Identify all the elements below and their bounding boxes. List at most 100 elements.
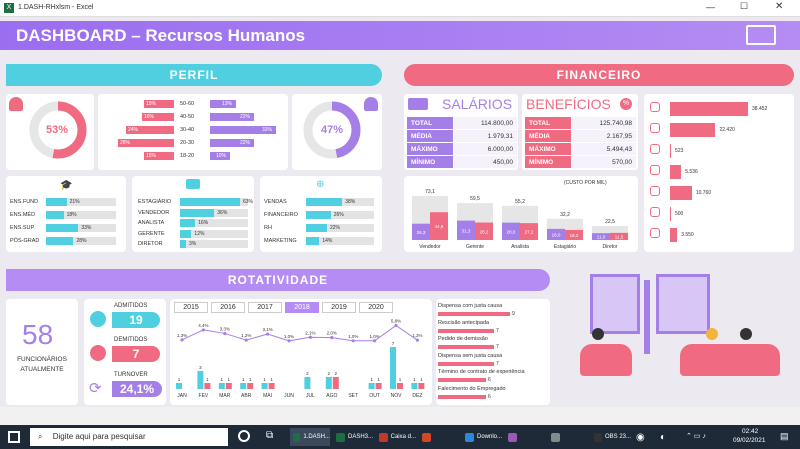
taskbar-search[interactable]: ⌕ Digite aqui para pesquisar — [30, 428, 228, 446]
banner: DASHBOARD – Recursos Humanos — [0, 21, 800, 50]
turnover-line — [181, 324, 418, 342]
task-view-icon[interactable]: ⧉ — [266, 430, 274, 441]
finance-value: 6.000,00 — [453, 143, 517, 155]
app-icon — [465, 432, 474, 442]
role-bar — [180, 208, 215, 217]
age-value-male: 13% — [222, 101, 233, 107]
reason-label: Término de contrato de experiência — [438, 369, 525, 375]
reason-label: Rescisão antecipada — [438, 319, 490, 326]
fuel-icon — [650, 228, 660, 238]
excel-icon: X — [4, 3, 14, 13]
benefit-bar — [670, 186, 692, 200]
turnover-label: 3,3% — [220, 326, 230, 331]
admitidos-bar — [218, 383, 225, 389]
demitidos-bar — [225, 383, 232, 389]
window-label: Downlo... — [476, 434, 502, 440]
year-tab-2017[interactable]: 2017 — [248, 302, 282, 313]
education-bar — [46, 237, 74, 245]
obs-window[interactable]: OBS 23... — [591, 428, 631, 446]
excel-dash-window[interactable]: 1.DASH... — [290, 428, 330, 446]
month-label: SET — [348, 393, 359, 399]
benefit-value: 523 — [675, 148, 684, 154]
turnover-label: 4,4% — [198, 323, 208, 328]
year-tab-2016[interactable]: 2016 — [211, 302, 245, 313]
cost-label-b: 11,5 — [615, 234, 624, 239]
dept-value: 38% — [345, 199, 356, 205]
age-value-female: 24% — [128, 127, 139, 133]
role-bar — [180, 229, 192, 238]
finance-row: MÁXIMO 5.494,43 — [525, 143, 636, 155]
education-track — [46, 224, 116, 232]
male-donut — [303, 101, 361, 159]
clock-time[interactable]: 02:42 — [742, 428, 759, 435]
year-tab-2018[interactable]: 2018 — [285, 302, 319, 313]
cost-bar-a — [547, 228, 565, 240]
dept-value: 26% — [333, 212, 344, 218]
benefit-value: 3.550 — [681, 232, 694, 238]
admitidos-bar — [197, 371, 204, 389]
year-tab-2019[interactable]: 2019 — [322, 302, 356, 313]
year-tab-2015[interactable]: 2015 — [174, 302, 208, 313]
email-window[interactable]: Caixa d... — [376, 428, 416, 446]
excel-dash3-window[interactable]: DASH3... — [333, 428, 373, 446]
cost-bar-b — [520, 223, 538, 240]
powerpoint-window[interactable] — [419, 428, 459, 446]
admitidos-bar-label: 3 — [199, 365, 202, 370]
cost-bar-a — [457, 220, 475, 240]
app-icon-2[interactable] — [548, 428, 588, 446]
maximize-icon[interactable]: ☐ — [740, 1, 749, 11]
app-icon — [551, 432, 560, 442]
salarios-title: SALÁRIOS — [442, 96, 513, 112]
year-tab-2020[interactable]: 2020 — [359, 302, 393, 313]
admitidos-label: ADMITIDOS — [114, 303, 148, 309]
turnover-label: 3,1% — [262, 327, 272, 332]
finance-value: 450,00 — [453, 156, 517, 168]
finance-key: TOTAL — [407, 117, 453, 129]
finance-row: MÍNIMO 450,00 — [407, 156, 517, 168]
edge-icon[interactable]: ◐ — [660, 431, 667, 443]
window-label: Caixa d... — [390, 434, 416, 440]
month-label: OUT — [369, 393, 380, 399]
turnover-label: 1,2% — [412, 333, 422, 338]
dept-track — [306, 237, 374, 245]
dept-value: 22% — [329, 225, 340, 231]
admitidos-bar-label: 2 — [328, 371, 331, 376]
month-label: ABR — [241, 393, 252, 399]
reason-value: 7 — [496, 327, 499, 334]
cortana-icon[interactable] — [238, 430, 250, 442]
dept-track — [306, 224, 374, 232]
age-range: 50-60 — [180, 101, 195, 107]
admitidos-bar-label: 1 — [242, 377, 245, 382]
demitidos-bar-label: 2 — [335, 371, 338, 376]
downloads-window[interactable]: Downlo... — [462, 428, 502, 446]
clock-date[interactable]: 09/02/2021 — [733, 437, 766, 444]
monthly-card — [170, 299, 432, 405]
cost-label-a: 28,0 — [507, 229, 516, 234]
chrome-icon[interactable]: ◉ — [636, 431, 645, 443]
dept-label: MARKETING — [264, 238, 297, 244]
presentation-icon — [746, 25, 776, 45]
notification-icon[interactable]: ▤ — [780, 431, 789, 441]
finance-row: MÉDIA 1.979,31 — [407, 130, 517, 142]
perfil-header: PERFIL — [6, 64, 382, 86]
female-pct: 53% — [46, 124, 69, 136]
finance-key: MÉDIA — [407, 130, 453, 142]
cost-label-a: 26,3 — [417, 230, 426, 235]
window-label: 1.DASH... — [303, 434, 330, 440]
benefit-bar — [670, 207, 671, 221]
app-icon[interactable] — [505, 428, 545, 446]
female-card: 53% — [6, 94, 94, 170]
close-icon[interactable]: ✕ — [775, 1, 784, 12]
benefit-bars-card: 38.452 22.420 523 5.536 10.760 500 3.550 — [644, 94, 794, 252]
role-track — [180, 219, 248, 227]
window-title: 1.DASH-RHxlsm - Excel — [18, 4, 94, 11]
role-bar — [180, 219, 196, 227]
cost-label-a: 31,3 — [462, 228, 471, 233]
cost-label-b: 28,2 — [480, 229, 489, 234]
age-bar-male — [210, 113, 254, 121]
windows-start-icon[interactable] — [8, 431, 20, 443]
admitidos-bar-label: 2 — [306, 371, 309, 376]
finance-key: MÉDIA — [525, 130, 571, 142]
minimize-icon[interactable]: — — [706, 2, 715, 12]
demitidos-bar-label: 1 — [228, 377, 231, 382]
